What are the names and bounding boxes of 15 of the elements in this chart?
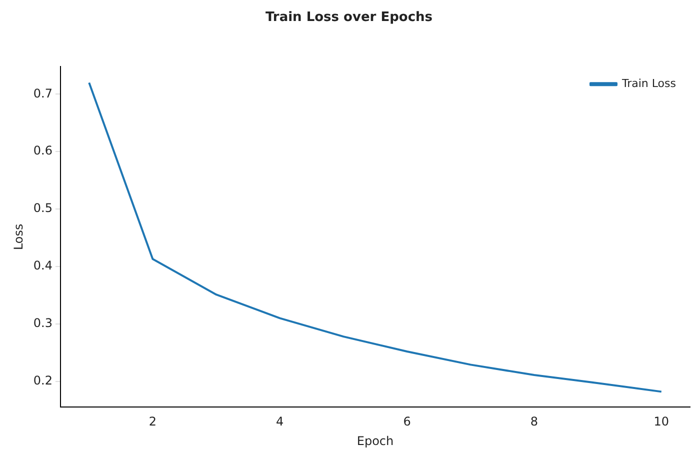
legend-label: Train Loss: [620, 76, 676, 90]
y-axis-title: Loss: [11, 224, 26, 250]
y-tick-label: 0.4: [33, 258, 52, 273]
y-tick-label: 0.6: [33, 144, 52, 158]
x-axis-title: Epoch: [356, 434, 394, 448]
chart-title: Train Loss over Epochs: [265, 10, 433, 26]
x-tick-label: 8: [530, 414, 538, 429]
x-tick-label: 10: [654, 414, 670, 429]
y-tick-label: 0.3: [33, 316, 52, 330]
x-tick-label: 4: [276, 414, 284, 429]
y-tick-label: 0.7: [33, 86, 52, 100]
x-tick-label: 2: [148, 414, 157, 429]
y-tick-label: 0.5: [33, 201, 52, 216]
y-tick-label: 0.2: [33, 373, 52, 388]
x-tick-label: 6: [403, 414, 411, 429]
